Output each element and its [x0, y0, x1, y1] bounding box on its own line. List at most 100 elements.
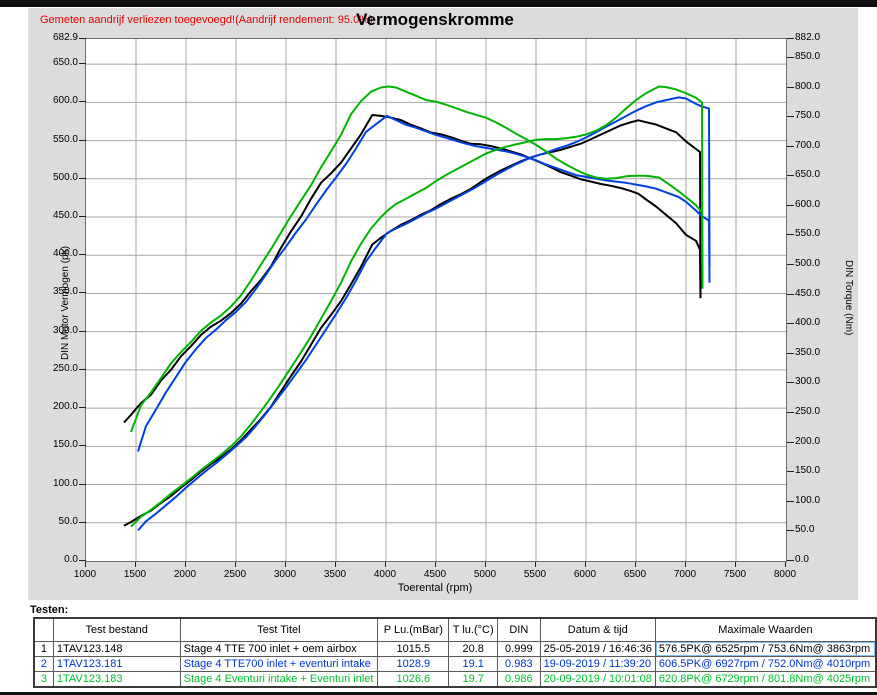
col-header-max: Maximale Waarden	[654, 617, 877, 642]
right-tick	[787, 264, 794, 265]
left-axis-title: DIN Motor Vermogen (pk)	[60, 246, 71, 360]
cell-t: 20.8	[448, 641, 499, 657]
right-tick-label: 350.0	[795, 347, 821, 358]
x-tick-label: 2500	[223, 569, 247, 580]
right-axis-title: DIN Torque (Nm)	[843, 260, 854, 336]
x-tick-label: 5000	[473, 569, 497, 580]
cell-din: 0.986	[497, 671, 541, 688]
right-tick-label: 450.0	[795, 288, 821, 299]
x-tick	[785, 562, 786, 567]
curve-2	[137, 96, 711, 532]
x-tick	[435, 562, 436, 567]
right-tick-label: 700.0	[795, 140, 821, 151]
left-tick	[79, 140, 86, 141]
left-tick-label: 600.0	[52, 95, 78, 106]
col-header-file: Test bestand	[52, 617, 181, 642]
right-tick	[787, 294, 794, 295]
x-tick-label: 4500	[423, 569, 447, 580]
left-tick	[79, 63, 86, 64]
left-tick-label: 0.0	[64, 554, 78, 565]
curve-3	[137, 114, 711, 452]
right-tick	[787, 471, 794, 472]
right-tick	[787, 38, 794, 39]
col-header-titel: Test Titel	[179, 617, 379, 642]
x-tick	[335, 562, 336, 567]
cell-max: 620.8PK@ 6729rpm / 801.8Nm@ 4025rpm	[654, 671, 877, 688]
cell-t: 19.7	[448, 671, 499, 688]
cell-datum: 20-09-2019 / 10:01:08	[539, 671, 656, 688]
col-header-p: P Lu.(mBar)	[377, 617, 450, 642]
right-tick-label: 50.0	[795, 524, 815, 535]
left-tick	[79, 407, 86, 408]
x-tick-label: 1000	[73, 569, 97, 580]
right-tick	[787, 353, 794, 354]
left-tick-label: 50.0	[58, 516, 78, 527]
cell-titel: Stage 4 Eventuri intake + Eventuri inlet	[179, 671, 379, 688]
col-header-t: T lu.(°C)	[448, 617, 499, 642]
right-tick	[787, 175, 794, 176]
x-tick	[635, 562, 636, 567]
dyno-chart-panel: Gemeten aandrijf verliezen toegevoegd!(A…	[28, 8, 858, 600]
cell-file: 1TAV123.183	[52, 671, 181, 688]
x-tick	[485, 562, 486, 567]
left-tick-label: 682.9	[52, 32, 78, 43]
right-tick-label: 0.0	[795, 554, 809, 565]
curve-4	[130, 85, 704, 528]
left-tick	[79, 216, 86, 217]
x-tick-label: 7000	[673, 569, 697, 580]
x-tick-label: 3000	[273, 569, 297, 580]
x-tick-label: 6000	[573, 569, 597, 580]
cell-max: 576.5PK@ 6525rpm / 753.6Nm@ 3863rpm	[654, 641, 877, 657]
right-tick-label: 850.0	[795, 51, 821, 62]
cell-din: 0.999	[497, 641, 541, 657]
right-tick	[787, 442, 794, 443]
x-tick	[85, 562, 86, 567]
test-runs-table: Test bestand Test Titel P Lu.(mBar) T lu.(°…	[33, 617, 877, 688]
right-tick-label: 300.0	[795, 376, 821, 387]
cell-titel: Stage 4 TTE700 inlet + eventuri intake	[179, 656, 379, 672]
test-run-row-1[interactable]: 1 1TAV123.148 Stage 4 TTE 700 inlet + oem …	[33, 641, 877, 657]
x-tick-label: 5500	[523, 569, 547, 580]
left-tick	[79, 522, 86, 523]
left-tick	[79, 445, 86, 446]
right-tick	[787, 234, 794, 235]
test-run-row-2[interactable]: 2 1TAV123.181 Stage 4 TTE700 inlet + event…	[33, 656, 877, 672]
left-tick-label: 300.0	[52, 325, 78, 336]
table-header: Test bestand Test Titel P Lu.(mBar) T lu.(°…	[33, 617, 877, 642]
right-tick-label: 200.0	[795, 436, 821, 447]
left-tick	[79, 254, 86, 255]
left-tick-label: 350.0	[52, 286, 78, 297]
x-tick	[535, 562, 536, 567]
window-bottom-border	[0, 692, 877, 695]
cell-t: 19.1	[448, 656, 499, 672]
left-tick-label: 550.0	[52, 134, 78, 145]
x-tick-label: 4000	[373, 569, 397, 580]
test-run-row-3[interactable]: 3 1TAV123.183 Stage 4 Eventuri intake + Ev…	[33, 671, 877, 688]
cell-p: 1028.9	[377, 656, 450, 672]
right-tick-label: 400.0	[795, 317, 821, 328]
left-tick-label: 100.0	[52, 478, 78, 489]
table-caption: Testen:	[30, 604, 69, 616]
plot-area	[85, 38, 787, 562]
right-tick-label: 550.0	[795, 228, 821, 239]
curve-5	[130, 85, 704, 433]
left-tick-label: 200.0	[52, 401, 78, 412]
left-tick-label: 650.0	[52, 57, 78, 68]
left-tick	[79, 331, 86, 332]
x-tick	[135, 562, 136, 567]
right-tick-label: 250.0	[795, 406, 821, 417]
chart-title: Vermogenskromme	[356, 10, 514, 29]
cell-max: 606.5PK@ 6927rpm / 752.0Nm@ 4010rpm	[654, 656, 877, 672]
right-tick	[787, 501, 794, 502]
x-tick	[235, 562, 236, 567]
x-tick	[735, 562, 736, 567]
x-tick	[285, 562, 286, 567]
cell-din: 0.983	[497, 656, 541, 672]
table-header-row: Test bestand Test Titel P Lu.(mBar) T lu.(°…	[33, 617, 877, 642]
x-axis-title: Toerental (rpm)	[397, 582, 473, 594]
cell-num: 3	[33, 671, 54, 688]
left-tick	[79, 38, 86, 39]
x-tick	[585, 562, 586, 567]
left-tick-label: 500.0	[52, 172, 78, 183]
right-tick	[787, 87, 794, 88]
